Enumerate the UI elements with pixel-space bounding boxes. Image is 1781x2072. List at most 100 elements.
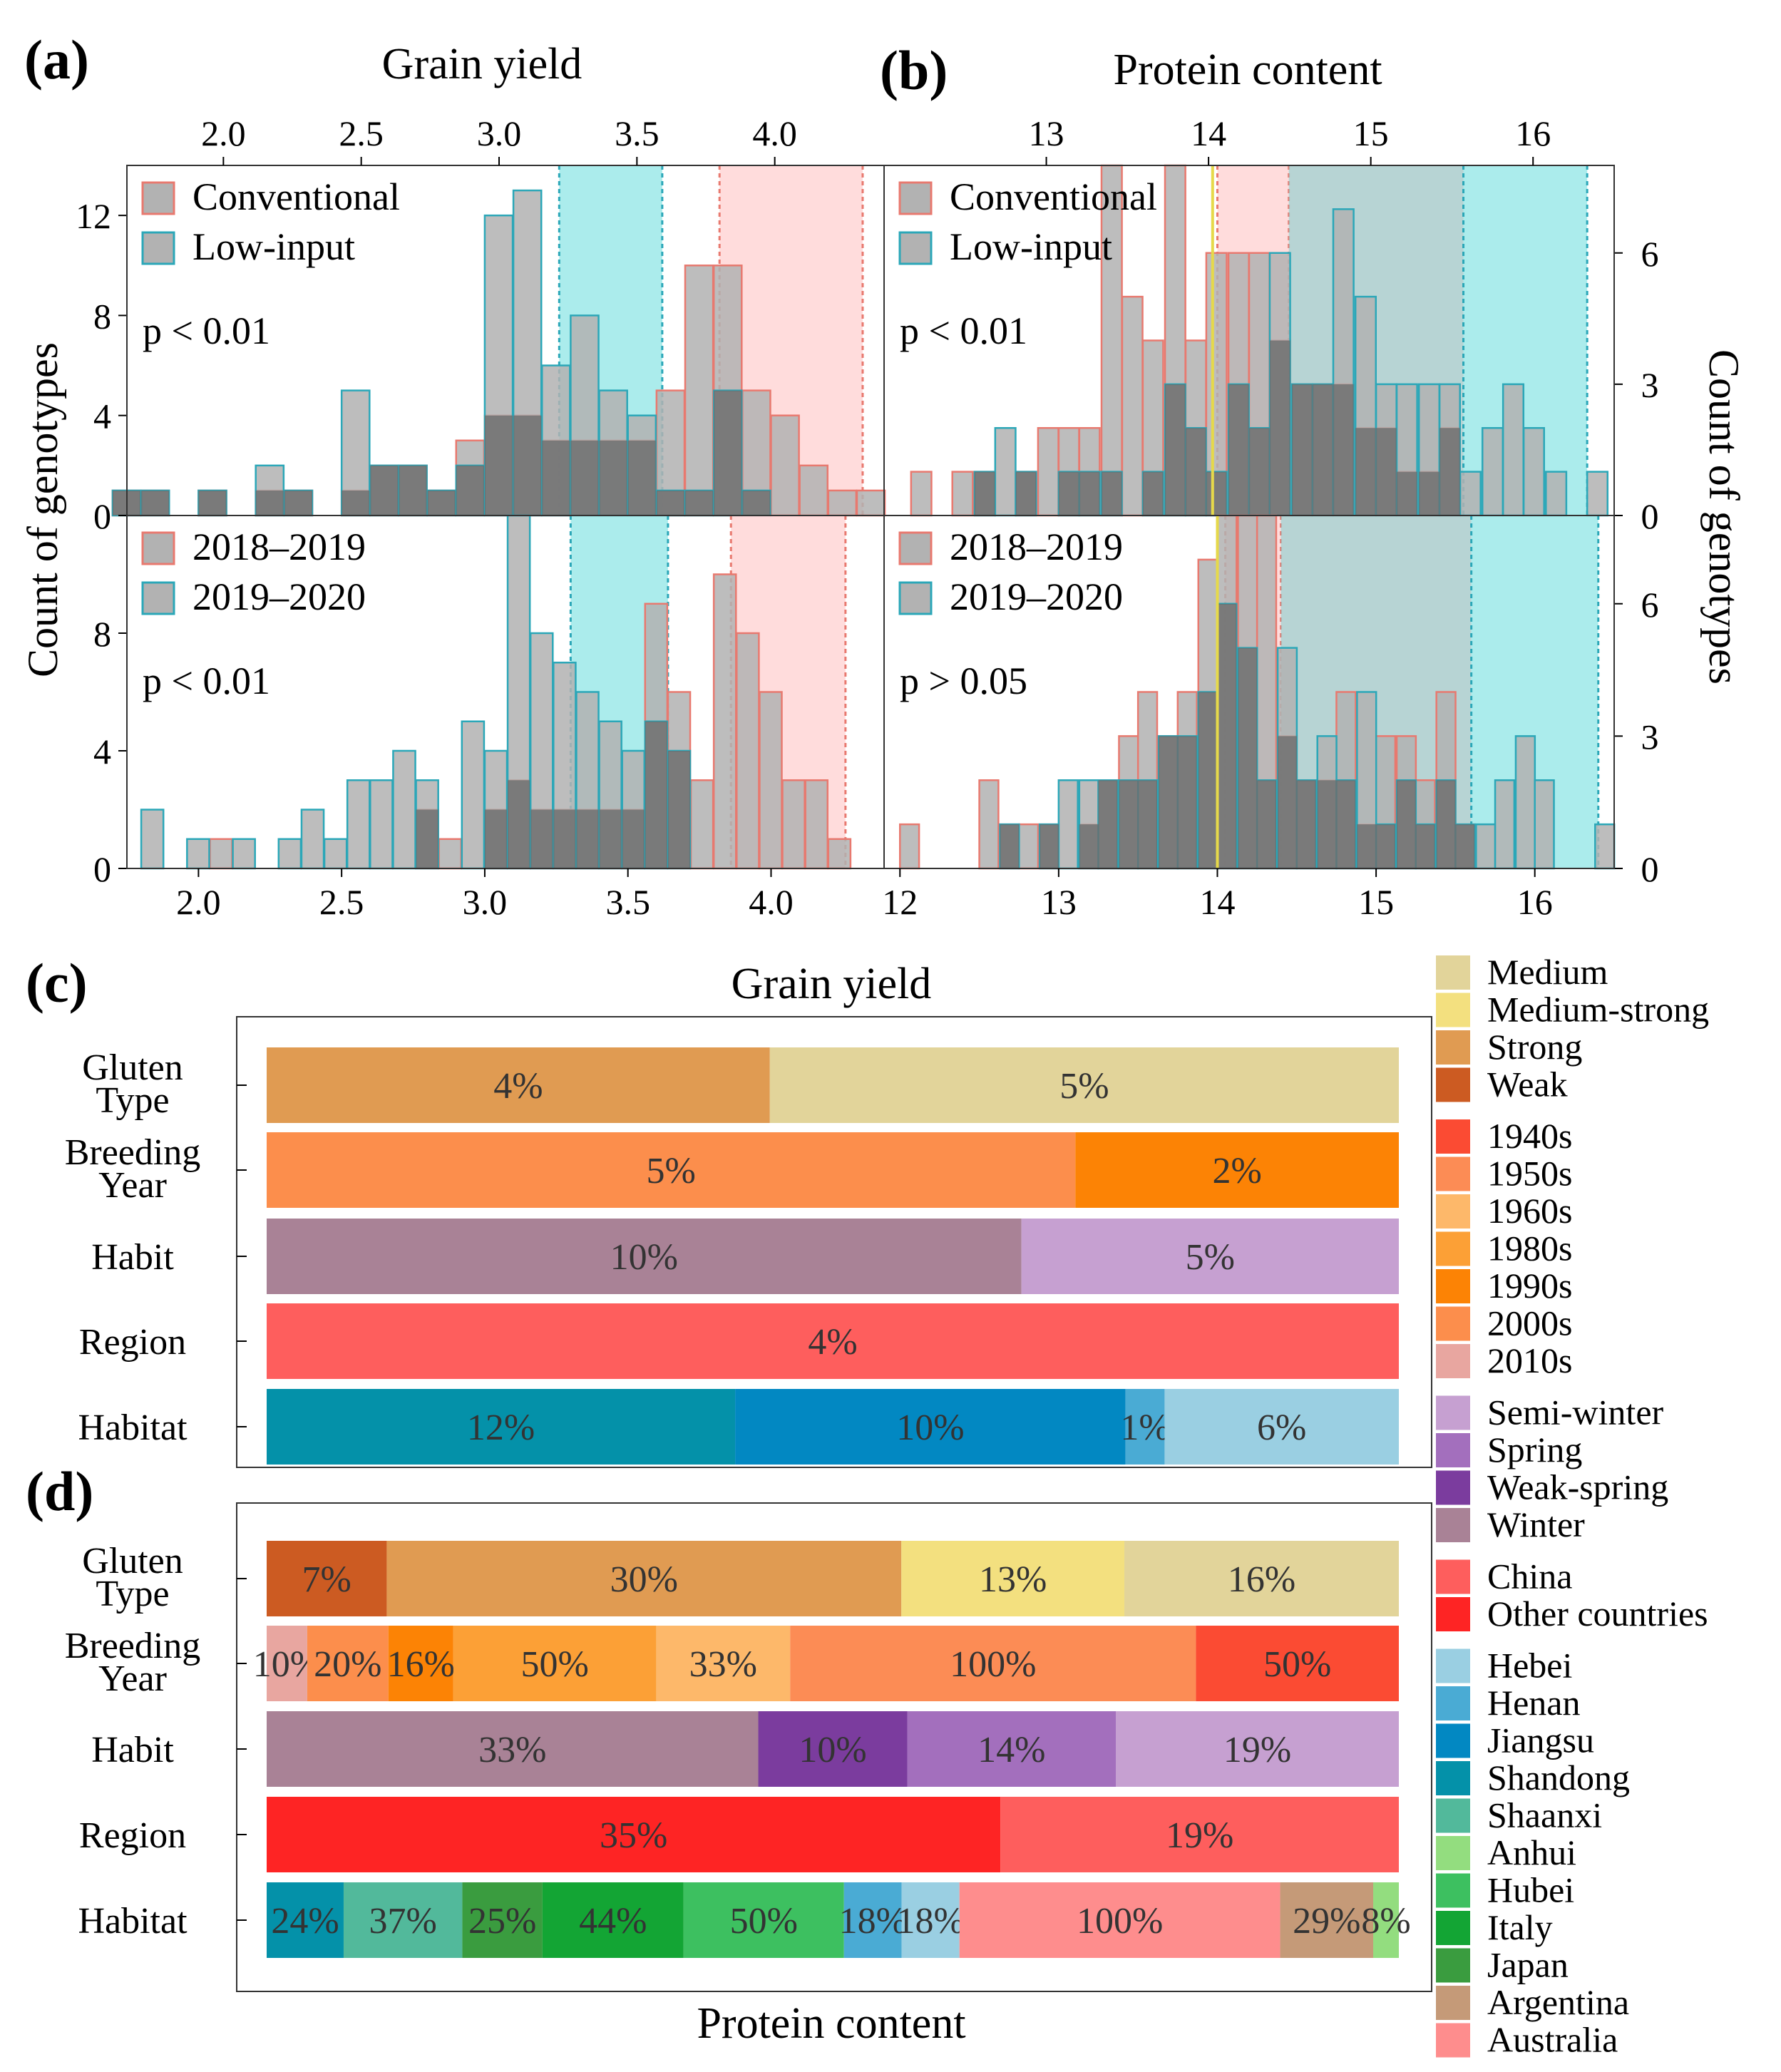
panel-label-d: (d) <box>26 1460 93 1522</box>
overlap-bar <box>513 415 542 516</box>
segment-label: 20% <box>314 1644 381 1685</box>
bar-segment <box>267 1882 344 1958</box>
overlap-bar <box>1278 736 1297 868</box>
row-label-line2: Type <box>96 1080 169 1121</box>
legend-swatch <box>141 531 175 565</box>
x-tick-label-top: 14 <box>1191 113 1226 153</box>
histogram-bar <box>1514 735 1536 870</box>
segment-label: 12% <box>467 1407 535 1448</box>
bars-frame <box>236 1502 1432 1992</box>
histogram-bar <box>799 464 829 517</box>
histogram-bar <box>369 779 394 870</box>
x-tick-label-top: 4.0 <box>752 113 797 153</box>
legend-swatch <box>1436 1306 1470 1341</box>
segment-label: 10% <box>799 1730 866 1770</box>
histogram-bar <box>1522 427 1545 517</box>
grain-yield-treatment-histogram: 0 4 8 12 Conventional Low-input p < 0.01 <box>76 165 886 536</box>
p-value-label: p < 0.01 <box>143 660 270 702</box>
x-tick-label-bottom: 16 <box>1517 882 1553 922</box>
segment-label: 10% <box>610 1237 678 1278</box>
segment-label: 100% <box>950 1644 1036 1685</box>
bar-segment <box>462 1882 543 1958</box>
overlap-bar <box>1436 780 1456 868</box>
panel-title-d: Protein content <box>697 1999 965 2048</box>
legend-label: 2010s <box>1487 1340 1572 1380</box>
histogram-bar <box>759 691 783 870</box>
bar-segment <box>758 1711 908 1787</box>
panel-label-c: (c) <box>26 952 88 1014</box>
histogram-bar <box>1017 823 1040 870</box>
panel-label-b: (b) <box>880 39 948 101</box>
histogram-bar <box>1545 471 1568 517</box>
bar-segment <box>267 1303 1399 1379</box>
segment-label: 4% <box>808 1322 857 1363</box>
histogram-bar <box>770 414 800 517</box>
segment-label: 5% <box>1186 1237 1235 1278</box>
legend-swatch <box>1436 1194 1470 1229</box>
y-tick-label: 4 <box>93 732 111 771</box>
overlap-bar <box>974 471 995 516</box>
legend-swatch <box>1436 1344 1470 1378</box>
legend-label: Low-input <box>950 225 1112 268</box>
overlap-bar <box>427 490 456 516</box>
histogram-bar <box>1475 823 1497 870</box>
overlap-bar <box>1079 471 1100 516</box>
legend-label: Medium-strong <box>1487 990 1709 1030</box>
y-tick-label: 0 <box>93 496 111 536</box>
legend-swatch <box>1436 1836 1470 1870</box>
overlap-bar <box>645 721 667 868</box>
overlap-bar <box>484 415 513 516</box>
histogram-bar <box>736 632 760 870</box>
overlap-bar <box>1336 780 1356 868</box>
legend-label: Spring <box>1487 1430 1582 1470</box>
overlap-bar <box>456 465 484 516</box>
y-tick-label: 0 <box>93 849 111 889</box>
x-tick-label-bottom: 3.5 <box>605 882 650 922</box>
overlap-bar <box>553 809 576 868</box>
histogram-bar <box>186 838 210 870</box>
row-label-line2: Year <box>98 1658 167 1699</box>
overlap-bar <box>1177 736 1197 868</box>
legend-swatch <box>1436 1798 1470 1833</box>
segment-label: 18% <box>897 1901 965 1942</box>
legend-swatch <box>1436 1911 1470 1945</box>
y-tick-label: 3 <box>1641 717 1659 757</box>
panel-title-b: Protein content <box>1113 46 1382 94</box>
histogram-bar <box>1037 427 1059 517</box>
legend-swatch <box>1436 1686 1470 1720</box>
legend-label: Shandong <box>1487 1758 1630 1797</box>
bar-segment <box>769 1047 1399 1123</box>
bar-segment <box>735 1389 1126 1465</box>
segment-label: 19% <box>1223 1730 1291 1770</box>
legend-label: 2000s <box>1487 1303 1572 1343</box>
x-tick-label-top: 13 <box>1029 113 1064 153</box>
overlap-bar <box>656 490 684 516</box>
legend-label: Shaanxi <box>1487 1795 1602 1835</box>
bar-segment <box>267 1219 1022 1294</box>
overlap-bar <box>1419 471 1439 516</box>
histogram-bar <box>277 838 302 870</box>
row-label-line1: Breeding <box>65 1132 201 1173</box>
histogram-bar <box>1057 779 1079 870</box>
legend-swatch <box>898 231 933 265</box>
segment-label: 14% <box>977 1730 1045 1770</box>
overlap-bar <box>1257 780 1276 868</box>
y-tick-label: 8 <box>93 296 111 336</box>
bar-segment <box>1125 1389 1165 1465</box>
segment-label: 100% <box>1077 1901 1163 1942</box>
overlap-bar <box>370 465 399 516</box>
overlap-bar <box>399 465 427 516</box>
overlap-bar <box>1355 428 1376 516</box>
legend-swatch <box>1436 1231 1470 1266</box>
histogram-bar <box>910 471 933 517</box>
legend-swatch <box>1436 1948 1470 1983</box>
row-label-line1: Gluten <box>82 1541 183 1581</box>
overlap-bar <box>1142 471 1164 516</box>
overlap-bar <box>141 490 170 516</box>
p-value-label: p > 0.05 <box>900 660 1027 702</box>
row-label: Habit <box>91 1730 174 1770</box>
row-label-line2: Type <box>96 1574 169 1614</box>
histogram-bar <box>346 779 371 870</box>
